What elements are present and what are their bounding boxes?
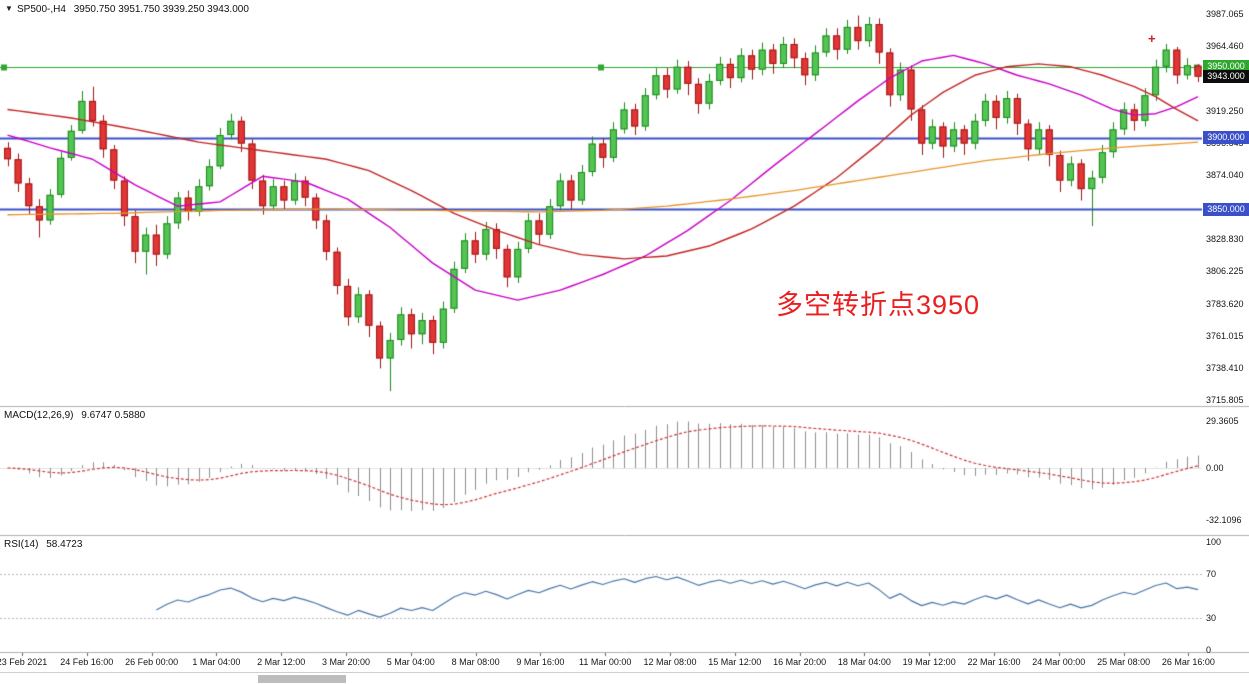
- horizontal-scrollbar-track[interactable]: [0, 672, 1249, 684]
- rsi-axis-label: 100: [1206, 537, 1222, 547]
- symbol-period-label: SP500-,H4: [17, 4, 66, 15]
- chart-ohlc-header: SP500-,H4 3950.750 3951.750 3939.250 394…: [17, 4, 254, 15]
- price-axis-label: 3761.015: [1206, 330, 1244, 341]
- rsi-axis-label: 30: [1206, 612, 1217, 623]
- macd-axis-label: 29.3605: [1206, 415, 1239, 426]
- macd-indicator-label: MACD(12,26,9): [4, 410, 74, 421]
- price-axis-label: 3964.460: [1206, 41, 1244, 52]
- price-level-badge-3950: 3950.000: [1203, 60, 1249, 73]
- price-axis-label: 3828.830: [1206, 234, 1244, 245]
- price-level-badge-3850: 3850.000: [1203, 203, 1249, 216]
- chart-annotation-text[interactable]: 多空转折点3950: [776, 290, 981, 320]
- time-axis-label: 12 Mar 08:00: [643, 657, 697, 667]
- price-axis-label: 3874.040: [1206, 169, 1244, 180]
- time-axis-label: 26 Feb 00:00: [125, 657, 179, 667]
- macd-indicator-values: 9.6747 0.5880: [81, 410, 146, 421]
- price-level-badge-3900: 3900.000: [1203, 131, 1249, 144]
- time-axis-label: 2 Mar 12:00: [257, 657, 306, 667]
- price-axis-label: 3715.805: [1206, 395, 1244, 405]
- time-axis-label: 23 Feb 2021: [0, 657, 48, 667]
- time-axis-label: 16 Mar 20:00: [773, 657, 827, 667]
- time-axis-label: 25 Mar 08:00: [1097, 657, 1151, 667]
- time-axis-label: 3 Mar 20:00: [321, 657, 371, 667]
- ohlc-values: 3950.750 3951.750 3939.250 3943.000: [73, 4, 249, 15]
- time-axis-label: 15 Mar 12:00: [708, 657, 762, 667]
- time-axis-label: 5 Mar 04:00: [386, 657, 435, 667]
- time-axis-label: 1 Mar 04:00: [192, 657, 241, 667]
- rsi-indicator-values: 58.4723: [46, 539, 83, 550]
- macd-header: MACD(12,26,9) 9.6747 0.5880: [4, 410, 150, 421]
- time-axis-label: 26 Mar 16:00: [1161, 657, 1215, 667]
- price-axis-label: 3806.225: [1206, 266, 1244, 277]
- current-price-badge: 3943.000: [1203, 70, 1249, 83]
- rsi-axis-label: 0: [1206, 645, 1212, 655]
- rsi-indicator-label: RSI(14): [4, 539, 39, 550]
- symbol-dropdown-icon[interactable]: ▼: [5, 4, 13, 13]
- time-axis-label: 24 Feb 16:00: [60, 657, 114, 667]
- time-axis-label: 8 Mar 08:00: [451, 657, 500, 667]
- macd-axis-label: -32.1096: [1206, 514, 1242, 525]
- plus-marker: +: [1148, 31, 1156, 46]
- macd-axis-label: 0.00: [1206, 463, 1224, 473]
- time-axis-label: 22 Mar 16:00: [967, 657, 1021, 667]
- time-axis-label: 18 Mar 04:00: [837, 657, 891, 667]
- rsi-axis-label: 70: [1206, 569, 1217, 580]
- price-axis-label: 3987.065: [1206, 9, 1244, 19]
- time-axis-label: 11 Mar 00:00: [579, 657, 632, 667]
- price-axis-label: 3919.250: [1206, 105, 1244, 116]
- time-axis-label: 19 Mar 12:00: [902, 657, 956, 667]
- time-axis-label: 24 Mar 00:00: [1032, 657, 1086, 667]
- time-axis-label: 9 Mar 16:00: [516, 657, 565, 667]
- rsi-header: RSI(14) 58.4723: [4, 539, 87, 550]
- price-axis-label: 3738.410: [1206, 362, 1244, 373]
- horizontal-scrollbar-thumb[interactable]: [258, 675, 346, 683]
- price-axis-label: 3783.620: [1206, 298, 1244, 309]
